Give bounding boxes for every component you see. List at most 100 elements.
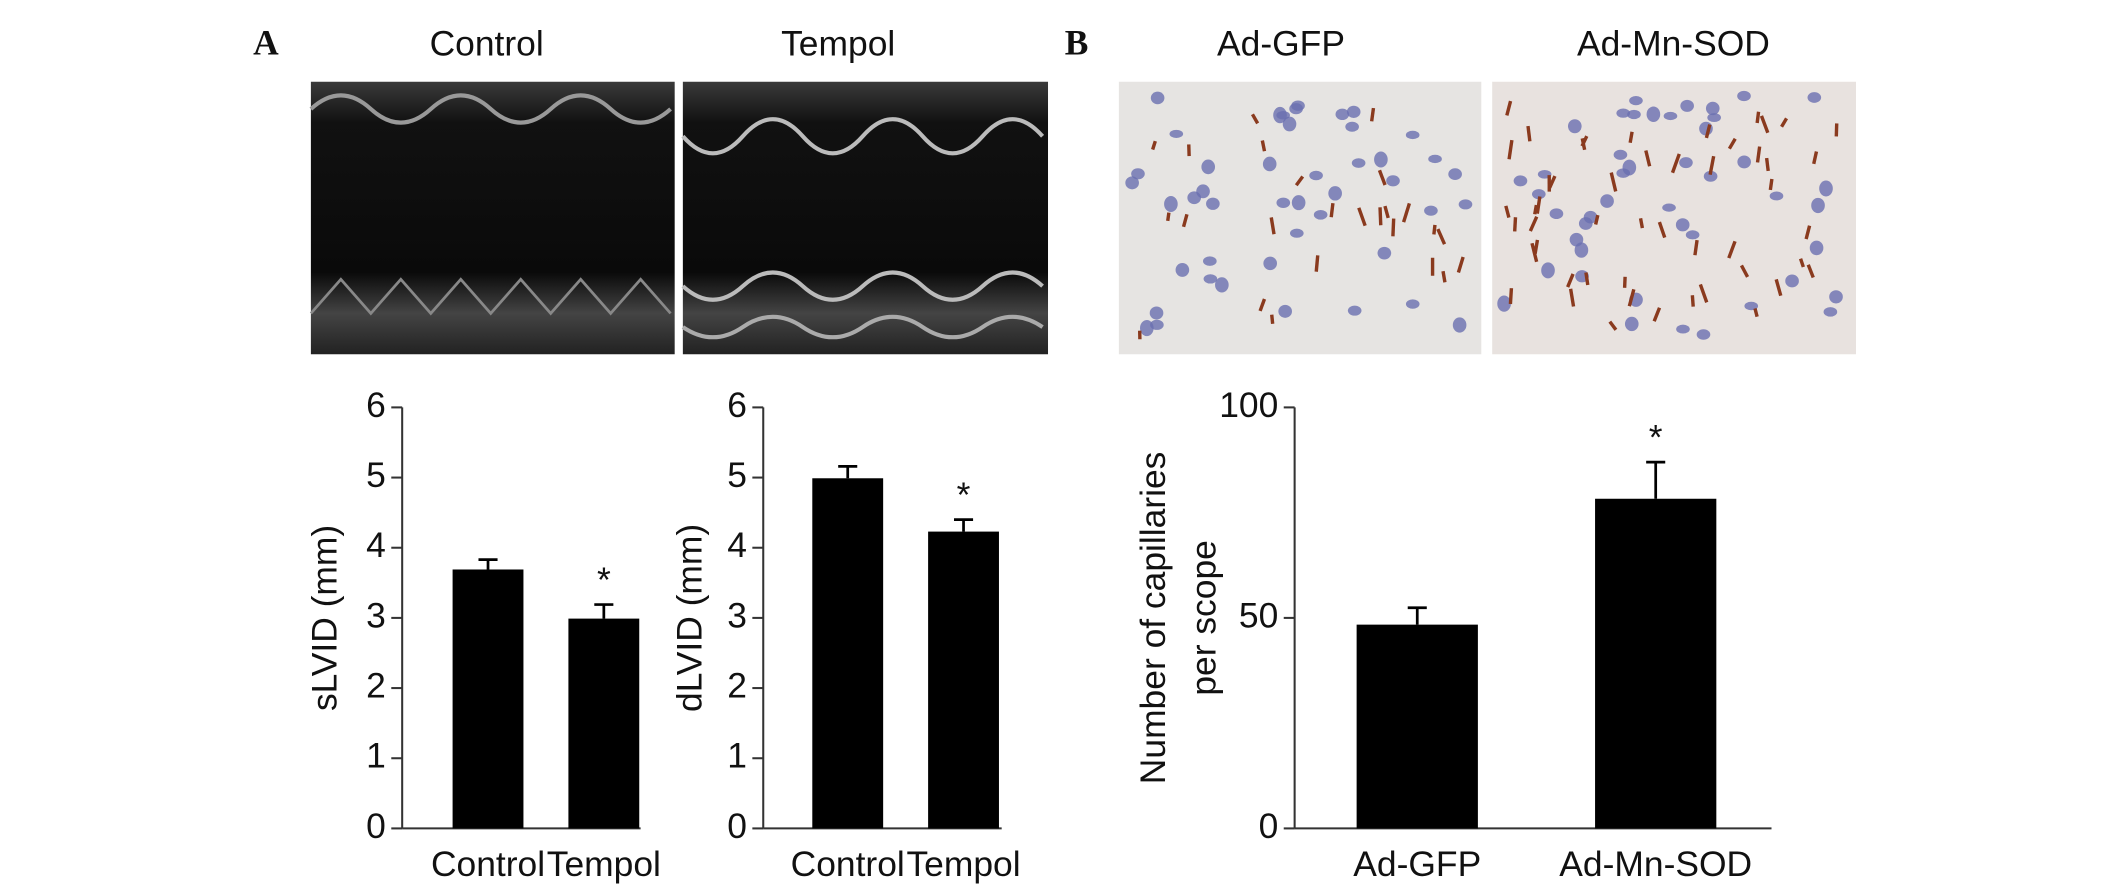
capillary xyxy=(1269,217,1276,235)
y-tick-label: 4 xyxy=(727,525,747,565)
nucleus xyxy=(1335,108,1350,121)
image-title: Control xyxy=(430,24,544,64)
y-tick-label: 3 xyxy=(366,595,386,635)
y-tick-label: 4 xyxy=(366,525,386,565)
y-tick-label: 5 xyxy=(366,455,386,495)
x-tick-label: Control xyxy=(791,844,905,884)
nucleus xyxy=(1737,155,1751,169)
image-title: Tempol xyxy=(781,24,895,64)
y-axis-label: per scope xyxy=(1183,540,1223,696)
y-axis-label: dLVID (mm) xyxy=(670,524,710,712)
nucleus xyxy=(1549,208,1564,220)
capillary xyxy=(1508,288,1514,305)
nucleus xyxy=(1622,159,1637,176)
nucleus xyxy=(1513,175,1528,187)
nucleus xyxy=(1497,295,1511,312)
echo-image xyxy=(310,81,675,355)
capillary xyxy=(1166,212,1171,222)
nucleus xyxy=(1452,317,1467,333)
capillary xyxy=(1690,295,1695,307)
y-tick-label: 1 xyxy=(727,736,747,776)
significance-mark: * xyxy=(957,475,971,515)
capillary xyxy=(1739,264,1750,278)
capillary xyxy=(1505,100,1513,116)
x-tick-label: Ad-GFP xyxy=(1353,844,1481,884)
image-title: Ad-GFP xyxy=(1217,24,1345,64)
nucleus xyxy=(1351,158,1366,168)
capillary xyxy=(1250,113,1260,125)
histology-image xyxy=(1492,81,1856,355)
panel-label: A xyxy=(253,22,279,62)
capillary xyxy=(1270,314,1275,324)
nucleus xyxy=(1675,218,1690,232)
nucleus xyxy=(1345,121,1359,132)
nucleus xyxy=(1386,175,1400,187)
capillary xyxy=(1759,115,1770,134)
capillary xyxy=(1568,288,1576,307)
capillary xyxy=(1774,278,1783,297)
bar xyxy=(452,569,524,829)
nucleus xyxy=(1707,113,1721,123)
nucleus xyxy=(1282,116,1297,132)
nucleus xyxy=(1328,186,1342,201)
nucleus xyxy=(1273,106,1287,124)
capillary xyxy=(1609,172,1618,192)
x-tick-label: Tempol xyxy=(547,844,661,884)
capillary xyxy=(1780,117,1789,128)
capillary xyxy=(1513,217,1518,232)
capillary xyxy=(1383,205,1390,219)
y-axis-label: sLVID (mm) xyxy=(305,525,345,711)
capillary xyxy=(1526,125,1532,142)
nucleus xyxy=(1541,262,1555,279)
nucleus xyxy=(1705,101,1720,116)
nucleus xyxy=(1290,228,1304,238)
capillary xyxy=(1755,111,1761,124)
capillary xyxy=(1504,205,1511,218)
nucleus xyxy=(1809,240,1824,256)
nucleus xyxy=(1309,170,1323,181)
capillary xyxy=(1670,153,1681,174)
capillary xyxy=(1627,288,1636,307)
capillary xyxy=(1704,124,1712,139)
nucleus xyxy=(1405,299,1420,309)
nucleus xyxy=(1676,324,1690,334)
capillary xyxy=(1566,273,1575,288)
y-tick-label: 6 xyxy=(727,385,747,425)
nucleus xyxy=(1819,180,1833,197)
capillary xyxy=(1727,137,1737,150)
capillary xyxy=(1181,213,1189,228)
nucleus xyxy=(1531,189,1546,200)
nucleus xyxy=(1629,96,1643,106)
image-title: Ad-Mn-SOD xyxy=(1577,24,1770,64)
y-tick-label: 50 xyxy=(1239,595,1278,635)
capillary xyxy=(1753,308,1759,318)
capillary xyxy=(1584,272,1590,286)
bar xyxy=(1595,498,1717,829)
nucleus xyxy=(1262,156,1277,172)
nucleus xyxy=(1624,316,1639,332)
y-tick-label: 1 xyxy=(366,736,386,776)
capillary xyxy=(1535,196,1542,214)
nucleus xyxy=(1203,256,1217,266)
capillary xyxy=(1329,202,1335,218)
capillary xyxy=(1378,207,1383,226)
nucleus xyxy=(1785,274,1799,288)
y-tick-label: 0 xyxy=(1259,806,1279,846)
nucleus xyxy=(1263,256,1278,271)
y-tick-label: 100 xyxy=(1219,385,1278,425)
nucleus xyxy=(1424,205,1438,216)
capillary xyxy=(1530,242,1539,263)
nucleus xyxy=(1627,109,1641,120)
bar xyxy=(1356,624,1478,829)
capillary xyxy=(1314,255,1320,272)
nucleus xyxy=(1613,149,1628,160)
nucleus xyxy=(1175,262,1190,277)
capillary xyxy=(1377,169,1387,186)
nucleus xyxy=(1685,230,1700,240)
capillary xyxy=(1644,150,1652,167)
nucleus xyxy=(1164,196,1178,213)
nucleus xyxy=(1458,199,1473,210)
capillary xyxy=(1528,216,1539,232)
capillary xyxy=(1798,258,1805,268)
